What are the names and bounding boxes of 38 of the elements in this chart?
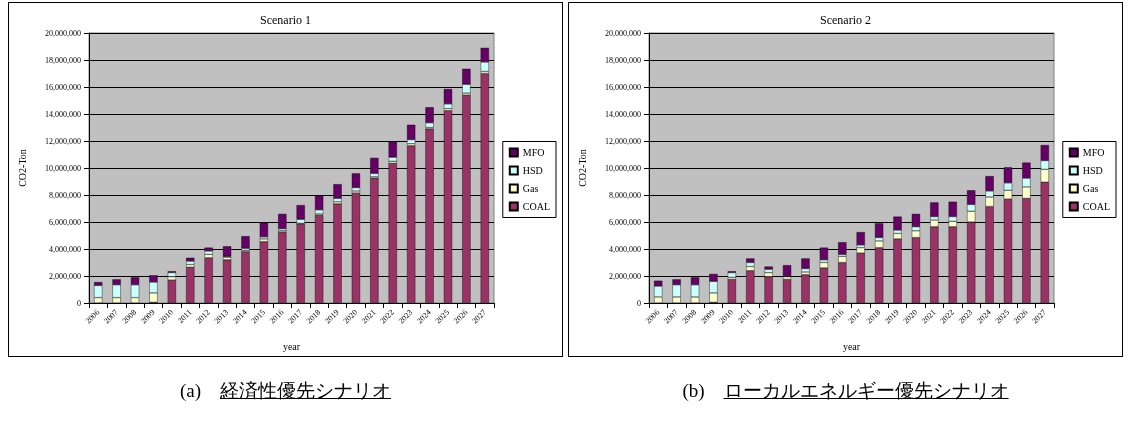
- y-tick-label: 8,000,000: [609, 190, 641, 200]
- y-tick-label: 16,000,000: [605, 82, 641, 92]
- y-tick-label: 20,000,000: [45, 28, 81, 38]
- y-tick-label: 12,000,000: [45, 136, 81, 146]
- legend-label: COAL: [522, 201, 551, 212]
- y-tick-label: 12,000,000: [605, 136, 641, 146]
- y-tick-label: 18,000,000: [45, 55, 81, 65]
- y-tick-label: 20,000,000: [605, 28, 641, 38]
- y-tick-label: 10,000,000: [605, 163, 641, 173]
- y-tick-label: 10,000,000: [45, 163, 81, 173]
- y-axis-title: CO2-Ton: [16, 149, 28, 187]
- legend-label: Gas: [522, 183, 539, 194]
- y-tick-label: 8,000,000: [49, 190, 81, 200]
- x-axis-title: year: [842, 340, 861, 352]
- y-tick-label: 6,000,000: [49, 217, 81, 227]
- y-tick-label: 4,000,000: [49, 244, 81, 254]
- y-tick-label: 6,000,000: [609, 217, 641, 227]
- y-axis-title: CO2-Ton: [576, 149, 588, 187]
- text: (b) ローカルエネルギー優先シナリオ: [681, 379, 1010, 403]
- y-tick-label: 2,000,000: [609, 271, 641, 281]
- y-tick-label: 4,000,000: [609, 244, 641, 254]
- chart-title: Scenario 2: [820, 13, 871, 27]
- y-tick-label: 0: [77, 298, 81, 308]
- legend-label: MFO: [1082, 147, 1105, 158]
- legend-label: HSD: [1082, 165, 1103, 176]
- y-tick-label: 16,000,000: [45, 82, 81, 92]
- legend-label: HSD: [522, 165, 543, 176]
- legend-label: COAL: [1082, 201, 1111, 212]
- x-axis-title: year: [282, 340, 301, 352]
- legend-label: Gas: [1082, 183, 1099, 194]
- y-tick-label: 18,000,000: [605, 55, 641, 65]
- text: (a) 経済性優先シナリオ: [178, 379, 393, 403]
- y-tick-label: 2,000,000: [49, 271, 81, 281]
- y-tick-label: 14,000,000: [605, 109, 641, 119]
- legend-label: MFO: [522, 147, 545, 158]
- chart-title: Scenario 1: [260, 13, 311, 27]
- y-tick-label: 14,000,000: [45, 109, 81, 119]
- y-tick-label: 0: [637, 298, 641, 308]
